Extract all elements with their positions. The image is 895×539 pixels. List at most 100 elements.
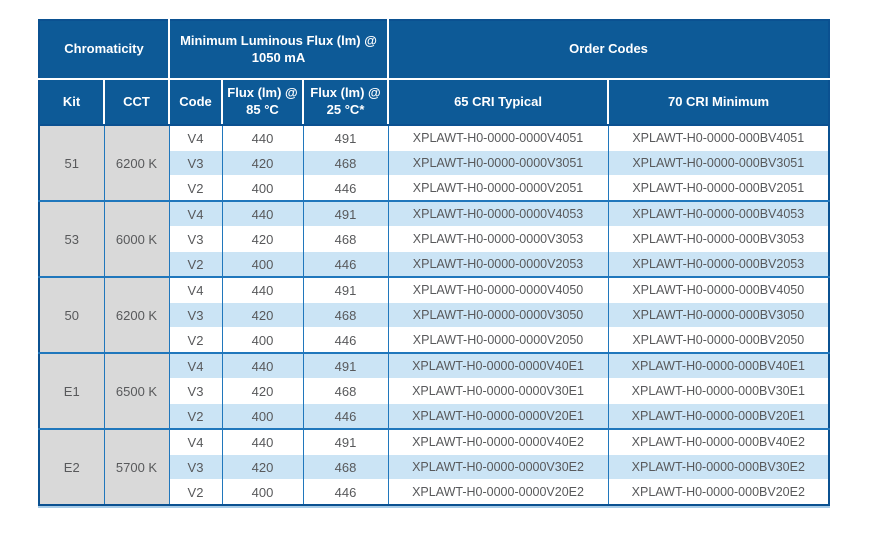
table-row: V3 420 468 XPLAWT-H0-0000-0000V30E2 XPLAWT-H… — [39, 454, 830, 480]
header-code: Code — [168, 78, 223, 126]
flux-85-cell: 420 — [221, 302, 304, 328]
code-cell: V4 — [168, 352, 223, 379]
header-65-cri: 65 CRI Typical — [387, 78, 610, 126]
flux-85-cell: 440 — [221, 200, 304, 227]
table-row: V2 400 446 XPLAWT-H0-0000-0000V2053 XPLAWT-H… — [39, 251, 830, 277]
flux-25-cell: 468 — [302, 454, 389, 480]
flux-25-cell: 468 — [302, 226, 389, 252]
table-row: E1 6500 K V4 440 491 XPLAWT-H0-0000-0000V40E1… — [39, 352, 830, 429]
cct-cell: 5700 K — [103, 428, 170, 505]
order-code-65-cri-cell: XPLAWT-H0-0000-0000V40E1 — [387, 352, 609, 379]
flux-85-cell: 420 — [221, 226, 304, 252]
flux-25-cell: 491 — [302, 428, 389, 455]
order-code-70-cri-cell: XPLAWT-H0-0000-000BV20E1 — [607, 403, 830, 429]
code-cell: V2 — [169, 251, 223, 277]
code-cell: V3 — [169, 454, 223, 480]
table-row: E2 5700 K V4 440 491 XPLAWT-H0-0000-0000V40E2… — [39, 428, 830, 505]
table-row: V2 400 446 XPLAWT-H0-0000-0000V20E2 XPLAWT-H… — [39, 479, 830, 505]
flux-25-cell: 491 — [302, 276, 389, 303]
table-row: V3 420 468 XPLAWT-H0-0000-0000V3050 XPLAWT-H… — [39, 302, 830, 328]
flux-25-cell: 446 — [302, 403, 389, 429]
table-header: Chromaticity Minimum Luminous Flux (lm) … — [39, 20, 830, 126]
cct-cell: 6500 K — [103, 352, 170, 429]
kit-cell: 53 — [39, 200, 105, 277]
order-code-65-cri-cell: XPLAWT-H0-0000-0000V20E1 — [387, 403, 609, 429]
order-code-65-cri-cell: XPLAWT-H0-0000-0000V2050 — [387, 327, 609, 353]
code-cell: V3 — [169, 378, 223, 404]
flux-25-cell: 446 — [302, 327, 389, 353]
cct-cell: 6200 K — [103, 124, 170, 201]
code-cell: V4 — [168, 276, 223, 303]
code-cell: V2 — [169, 175, 223, 201]
table-row: V2 400 446 XPLAWT-H0-0000-0000V2050 XPLAWT-H… — [39, 327, 830, 353]
header-flux-85: Flux (lm) @ 85 °C — [221, 78, 304, 126]
flux-25-cell: 491 — [302, 200, 389, 227]
order-code-70-cri-cell: XPLAWT-H0-0000-000BV3053 — [607, 226, 830, 252]
code-cell: V3 — [169, 302, 223, 328]
order-code-65-cri-cell: XPLAWT-H0-0000-0000V4051 — [387, 124, 609, 151]
flux-85-cell: 400 — [221, 403, 304, 429]
order-code-70-cri-cell: XPLAWT-H0-0000-000BV20E2 — [607, 479, 830, 505]
kit-cell: 50 — [39, 276, 105, 353]
flux-85-cell: 400 — [221, 175, 304, 201]
code-cell: V4 — [168, 428, 223, 455]
order-code-70-cri-cell: XPLAWT-H0-0000-000BV40E1 — [607, 352, 830, 379]
code-cell: V2 — [169, 327, 223, 353]
order-code-65-cri-cell: XPLAWT-H0-0000-0000V30E2 — [387, 454, 609, 480]
table-row: V2 400 446 XPLAWT-H0-0000-0000V20E1 XPLAWT-H… — [39, 403, 830, 429]
code-cell: V2 — [169, 403, 223, 429]
table-row: 51 6200 K V4 440 491 XPLAWT-H0-0000-0000V4051… — [39, 124, 830, 201]
order-code-65-cri-cell: XPLAWT-H0-0000-0000V3053 — [387, 226, 609, 252]
header-cct: CCT — [103, 78, 170, 126]
order-code-65-cri-cell: XPLAWT-H0-0000-0000V2051 — [387, 175, 609, 201]
order-code-70-cri-cell: XPLAWT-H0-0000-000BV4053 — [607, 200, 830, 227]
order-code-70-cri-cell: XPLAWT-H0-0000-000BV30E1 — [607, 378, 830, 404]
flux-25-cell: 468 — [302, 302, 389, 328]
order-code-70-cri-cell: XPLAWT-H0-0000-000BV3051 — [607, 150, 830, 176]
table-row: 50 6200 K V4 440 491 XPLAWT-H0-0000-0000V4050… — [39, 276, 830, 353]
flux-25-cell: 468 — [302, 150, 389, 176]
header-flux-25: Flux (lm) @ 25 °C* — [301, 78, 390, 126]
table-row: V3 420 468 XPLAWT-H0-0000-0000V30E1 XPLAWT-H… — [39, 378, 830, 404]
flux-85-cell: 400 — [221, 327, 304, 353]
order-code-65-cri-cell: XPLAWT-H0-0000-0000V3051 — [387, 150, 609, 176]
order-code-70-cri-cell: XPLAWT-H0-0000-000BV40E2 — [607, 428, 830, 455]
table-row: V3 420 468 XPLAWT-H0-0000-0000V3051 XPLAWT-H… — [39, 150, 830, 176]
order-code-65-cri-cell: XPLAWT-H0-0000-0000V2053 — [387, 251, 609, 277]
flux-25-cell: 446 — [302, 479, 389, 505]
flux-85-cell: 440 — [221, 352, 304, 379]
flux-85-cell: 440 — [221, 276, 304, 303]
flux-85-cell: 400 — [221, 479, 304, 505]
flux-85-cell: 420 — [221, 454, 304, 480]
order-code-70-cri-cell: XPLAWT-H0-0000-000BV2053 — [607, 251, 830, 277]
order-code-65-cri-cell: XPLAWT-H0-0000-0000V4050 — [387, 276, 609, 303]
kit-cell: E1 — [39, 352, 105, 429]
order-code-70-cri-cell: XPLAWT-H0-0000-000BV2051 — [607, 175, 830, 201]
flux-25-cell: 446 — [302, 251, 389, 277]
flux-85-cell: 400 — [221, 251, 304, 277]
code-cell: V2 — [169, 479, 223, 505]
order-code-65-cri-cell: XPLAWT-H0-0000-0000V30E1 — [387, 378, 609, 404]
code-cell: V4 — [168, 124, 223, 151]
table-body: 51 6200 K V4 440 491 XPLAWT-H0-0000-0000V4051… — [39, 124, 830, 505]
order-code-70-cri-cell: XPLAWT-H0-0000-000BV3050 — [607, 302, 830, 328]
order-code-65-cri-cell: XPLAWT-H0-0000-0000V3050 — [387, 302, 609, 328]
order-code-70-cri-cell: XPLAWT-H0-0000-000BV2050 — [607, 327, 830, 353]
code-cell: V4 — [168, 200, 223, 227]
flux-25-cell: 468 — [302, 378, 389, 404]
cct-cell: 6200 K — [103, 276, 170, 353]
flux-85-cell: 440 — [221, 428, 304, 455]
header-kit: Kit — [39, 78, 105, 126]
header-min-luminous-flux: Minimum Luminous Flux (lm) @ 1050 mA — [167, 20, 390, 80]
order-code-70-cri-cell: XPLAWT-H0-0000-000BV4050 — [607, 276, 830, 303]
order-code-65-cri-cell: XPLAWT-H0-0000-0000V20E2 — [387, 479, 609, 505]
order-codes-table: Chromaticity Minimum Luminous Flux (lm) … — [38, 19, 831, 506]
table-row: V2 400 446 XPLAWT-H0-0000-0000V2051 XPLAWT-H… — [39, 175, 830, 201]
cct-cell: 6000 K — [103, 200, 170, 277]
code-cell: V3 — [169, 150, 223, 176]
flux-25-cell: 446 — [302, 175, 389, 201]
kit-cell: E2 — [39, 428, 105, 505]
kit-cell: 51 — [39, 124, 105, 201]
flux-85-cell: 420 — [221, 150, 304, 176]
